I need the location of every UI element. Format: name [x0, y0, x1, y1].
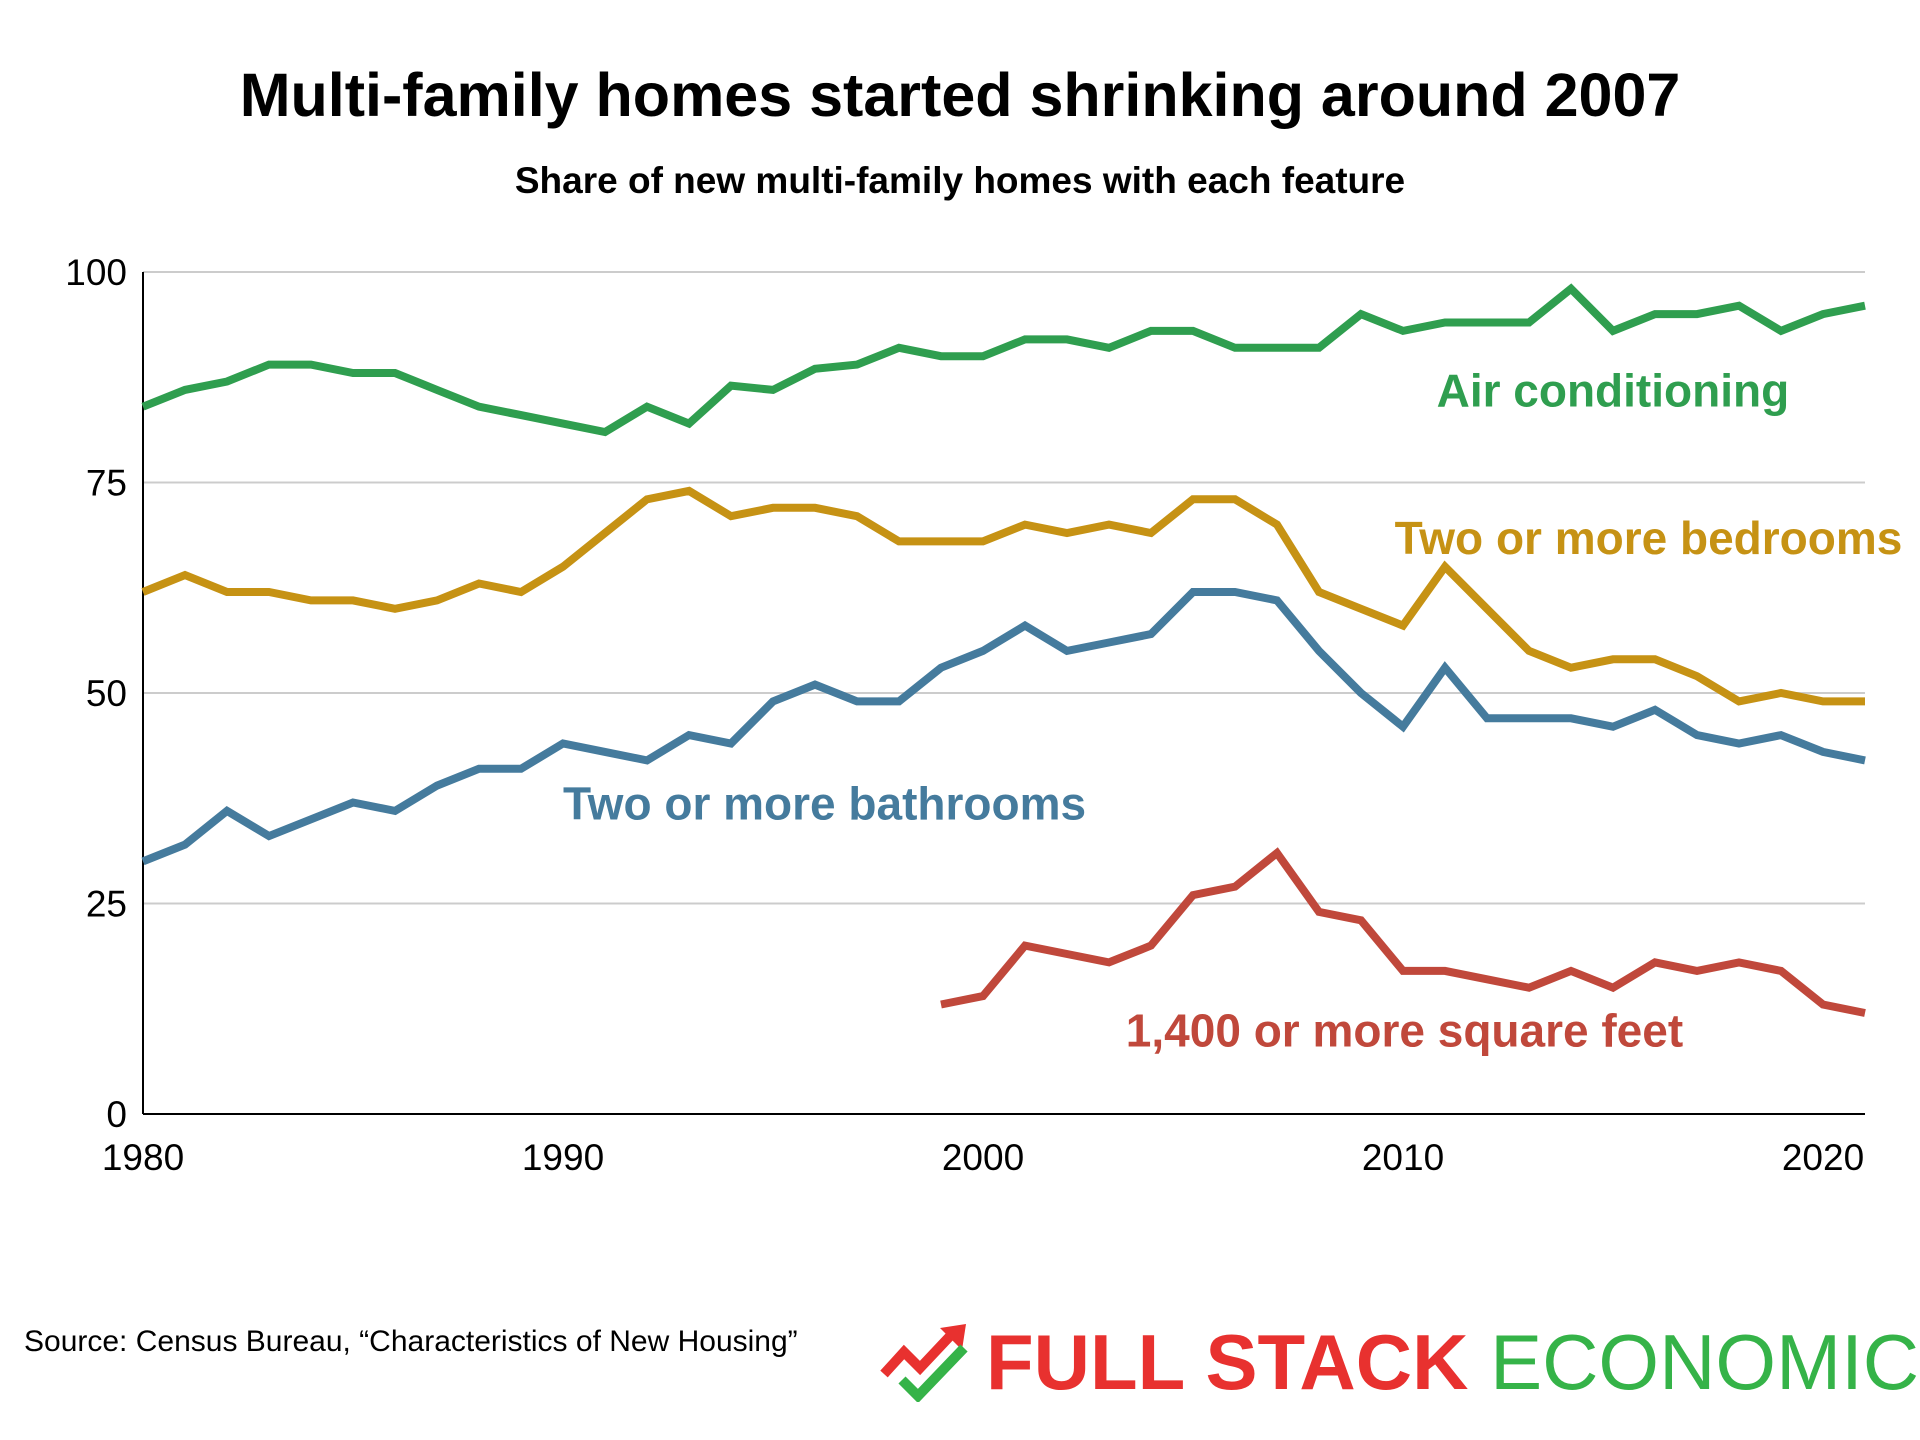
logo-word-full-stack: FULL STACK [986, 1317, 1469, 1406]
series-line-3 [940, 847, 1866, 1017]
series-label-0: Air conditioning [1437, 365, 1790, 417]
x-tick-label: 2020 [1782, 1137, 1864, 1178]
y-tick-label: 75 [86, 463, 127, 504]
x-tick-label: 2010 [1362, 1137, 1444, 1178]
gridlines [143, 271, 1865, 905]
y-tick-label: 25 [86, 884, 127, 925]
source-note: Source: Census Bureau, “Characteristics … [24, 1325, 798, 1358]
trend-arrow-check-icon [880, 1324, 968, 1402]
brand-logo: FULL STACK ECONOMICS [880, 1312, 1920, 1412]
logo-word-economics: ECONOMICS [1490, 1317, 1920, 1406]
series-labels: Air conditioning Two or more bedrooms Two … [563, 365, 1902, 1057]
x-tick-label: 1980 [102, 1137, 184, 1178]
series-label-1: Two or more bedrooms [1395, 512, 1903, 564]
x-tick-label: 1990 [522, 1137, 604, 1178]
y-tick-label: 0 [106, 1094, 127, 1135]
axes: 0 25 50 75 100 1980 1990 2000 2010 2020 [65, 252, 1865, 1178]
series-label-2: Two or more bathrooms [563, 777, 1086, 829]
x-tick-label: 2000 [942, 1137, 1024, 1178]
y-tick-label: 50 [86, 673, 127, 714]
series-label-3: 1,400 or more square feet [1126, 1005, 1683, 1057]
chart-title: Multi-family homes started shrinking aro… [239, 61, 1681, 129]
logo-wordmark: FULL STACK ECONOMICS [986, 1317, 1920, 1408]
series-line-1 [141, 486, 1865, 706]
series-line-0 [141, 283, 1866, 437]
chart-subtitle: Share of new multi-family homes with eac… [514, 160, 1406, 201]
series-lines [141, 283, 1866, 1017]
series-line-2 [141, 588, 1866, 866]
line-chart: 0 25 50 75 100 1980 1990 2000 2010 2020 Air condi… [65, 252, 1902, 1178]
y-tick-label: 100 [65, 252, 127, 293]
